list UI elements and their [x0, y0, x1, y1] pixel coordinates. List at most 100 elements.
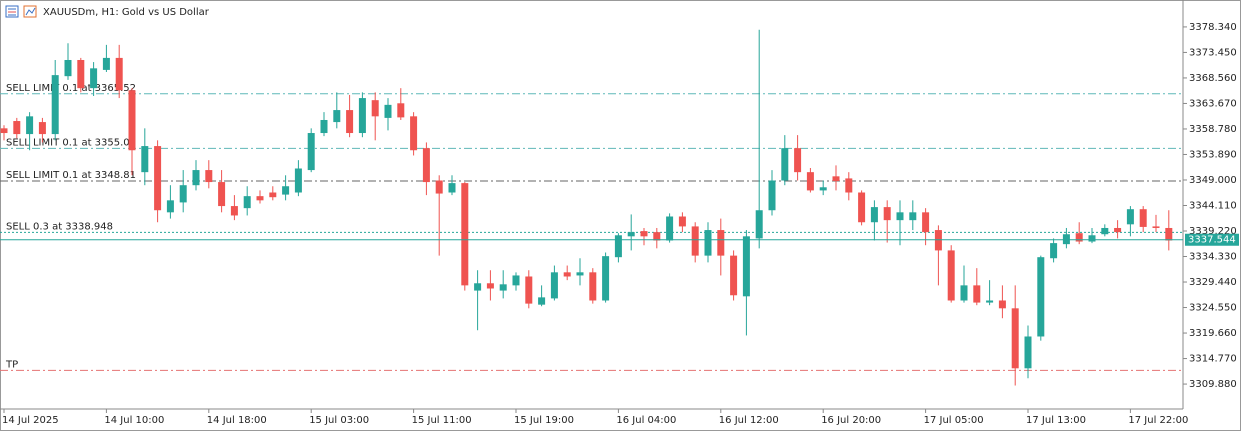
candle-body	[512, 275, 520, 286]
candle-body	[653, 232, 661, 241]
x-tick-label: 14 Jul 18:00	[207, 415, 267, 426]
candle-body	[154, 146, 162, 211]
candle-body	[346, 110, 354, 134]
candle-body	[819, 187, 827, 191]
y-tick-label: 3373.450	[1189, 47, 1237, 58]
x-tick-label: 15 Jul 03:00	[309, 415, 369, 426]
candle-body	[461, 183, 469, 286]
candle-body	[230, 206, 238, 216]
candle-body	[486, 283, 494, 289]
candle-body	[858, 192, 866, 223]
icon	[25, 7, 36, 16]
candle-body	[704, 230, 712, 256]
candle-body	[896, 212, 904, 221]
candle-body	[640, 231, 648, 237]
candle-body	[243, 196, 251, 209]
candle-body	[806, 172, 814, 191]
candle-body	[371, 100, 379, 117]
x-tick-label: 15 Jul 11:00	[412, 415, 472, 426]
y-tick-label: 3344.110	[1189, 200, 1237, 211]
candle-body	[998, 300, 1006, 309]
candle-body	[538, 297, 546, 305]
candle-body	[986, 300, 994, 303]
order-level-label: TP	[5, 359, 18, 370]
order-level-label: SELL LIMIT 0.1 at 3365.52	[6, 83, 136, 94]
candle-body	[589, 272, 597, 301]
candle-body	[294, 168, 302, 193]
candle-body	[947, 250, 955, 301]
y-tick-label: 3349.000	[1189, 175, 1237, 186]
candle-body	[691, 226, 699, 256]
candle-body	[435, 180, 443, 194]
candle-body	[397, 103, 405, 118]
candle-body	[166, 200, 174, 213]
candle-body	[26, 116, 34, 135]
candle-body	[1075, 233, 1083, 242]
order-level-label: SELL 0.3 at 3338.948	[6, 221, 113, 232]
x-tick-label: 16 Jul 04:00	[616, 415, 676, 426]
candle-body	[358, 98, 366, 134]
candle-body	[205, 170, 213, 183]
candle-body	[51, 75, 59, 135]
candle-body	[115, 57, 123, 91]
y-tick-label: 3319.660	[1189, 328, 1237, 339]
candle-body	[256, 196, 264, 201]
candle-body	[38, 122, 46, 135]
symbol-icons	[5, 5, 37, 18]
candle-body	[845, 178, 853, 193]
candle-body	[1024, 336, 1032, 369]
candle-body	[794, 148, 802, 173]
candle-body	[13, 121, 21, 135]
y-tick-label: 3334.330	[1189, 252, 1237, 263]
candle-body	[1152, 226, 1160, 228]
x-tick-label: 17 Jul 22:00	[1128, 415, 1188, 426]
candle-body	[282, 186, 290, 195]
x-tick-label: 15 Jul 19:00	[514, 415, 574, 426]
candle-body	[602, 256, 610, 301]
candle-body	[627, 232, 635, 237]
candle-body	[474, 283, 482, 291]
candle-body	[1165, 227, 1173, 241]
candle-body	[563, 272, 571, 277]
candle-body	[102, 57, 110, 70]
y-tick-label: 3324.550	[1189, 303, 1237, 314]
candle-body	[269, 192, 277, 198]
candle-body	[922, 212, 930, 233]
candle-body	[909, 212, 917, 221]
y-tick-label: 3329.440	[1189, 277, 1237, 288]
candle-body	[742, 236, 750, 297]
candle-body	[870, 207, 878, 223]
current-price-box	[1185, 233, 1239, 246]
candle-body	[422, 148, 430, 183]
y-tick-label: 3358.780	[1189, 124, 1237, 135]
candle-body	[730, 255, 738, 296]
x-tick-label: 16 Jul 20:00	[821, 415, 881, 426]
candle-body	[576, 272, 584, 276]
candle-body	[781, 148, 789, 181]
y-tick-label: 3314.770	[1189, 354, 1237, 365]
candle-body	[499, 284, 507, 291]
current-price-label: 3337.544	[1188, 235, 1236, 246]
candle-body	[1101, 227, 1109, 235]
candle-body	[1037, 257, 1045, 337]
candle-body	[90, 68, 98, 89]
candle-body	[128, 90, 136, 151]
candle-body	[550, 272, 558, 299]
order-level-label: SELL LIMIT 0.1 at 3348.81	[6, 170, 136, 181]
candle-body	[320, 119, 328, 134]
candle-body	[64, 59, 72, 77]
candle-body	[141, 146, 149, 173]
candle-body	[614, 235, 622, 258]
x-tick-label: 14 Jul 10:00	[104, 415, 164, 426]
candle-body	[77, 59, 85, 89]
chart-title: XAUUSDm, H1: Gold vs US Dollar	[43, 7, 210, 18]
candle-body	[832, 176, 840, 182]
y-tick-label: 3378.340	[1189, 22, 1237, 33]
candle-body	[1088, 235, 1096, 242]
candle-body	[717, 230, 725, 256]
y-tick-label: 3309.880	[1189, 379, 1237, 390]
x-tick-label: 16 Jul 12:00	[719, 415, 779, 426]
candle-body	[1114, 227, 1122, 233]
